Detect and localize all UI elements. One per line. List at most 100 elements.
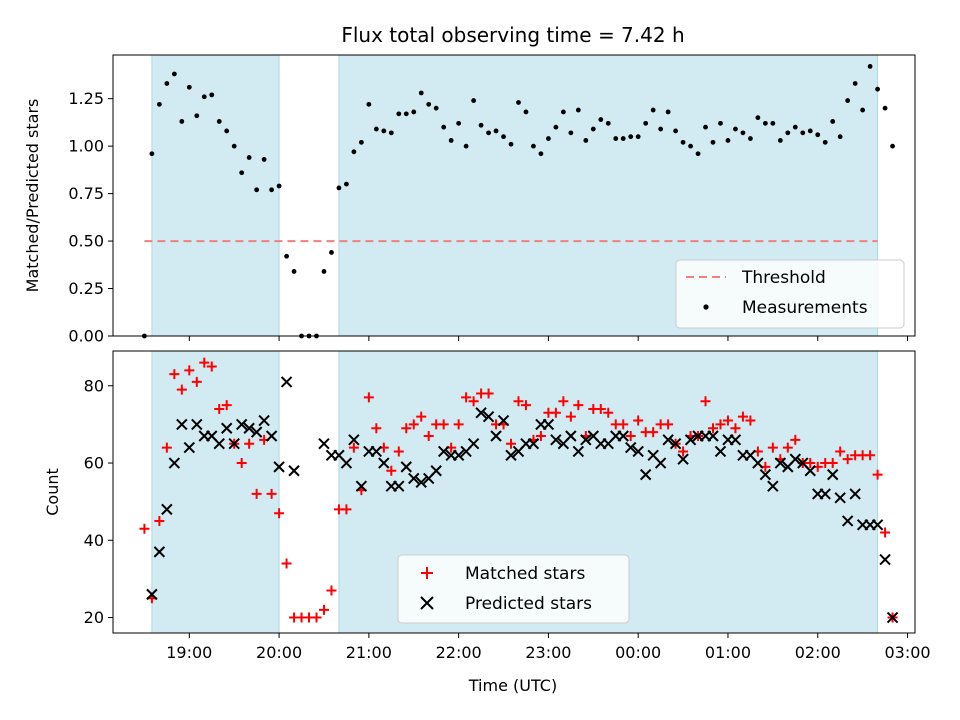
measurement-point xyxy=(209,92,215,98)
predicted-star-point xyxy=(774,457,787,469)
measurement-point xyxy=(830,119,836,124)
matched-star-point xyxy=(730,423,741,434)
matched-star-point xyxy=(401,423,412,434)
measurement-point xyxy=(538,151,544,157)
measurement-point xyxy=(807,128,813,134)
predicted-star-point xyxy=(273,461,285,473)
matched-star-point xyxy=(363,392,374,403)
measurement-point xyxy=(822,139,828,145)
legend-box xyxy=(397,554,630,624)
measurement-point xyxy=(284,253,289,259)
measurement-point xyxy=(276,183,282,189)
predicted-star-point xyxy=(153,546,166,558)
measurement-point xyxy=(246,155,252,160)
x-tick-label: 01:00 xyxy=(705,643,751,662)
measurement-point xyxy=(329,250,334,255)
matched-star-point xyxy=(558,396,569,407)
measurement-point xyxy=(411,109,417,115)
predicted-star-point xyxy=(767,480,779,492)
predicted-star-point xyxy=(804,465,816,477)
predicted-star-point xyxy=(542,418,555,431)
y-tick-label: 0.50 xyxy=(68,232,104,251)
matched-star-point xyxy=(513,396,524,407)
predicted-star-point xyxy=(841,515,854,527)
measurement-point xyxy=(269,187,275,193)
measurement-point xyxy=(650,107,656,113)
legend-matched-label: Matched stars xyxy=(465,564,585,584)
measurement-point xyxy=(546,136,551,141)
measurement-point xyxy=(471,98,477,103)
matched-star-point xyxy=(461,392,472,403)
predicted-star-point xyxy=(161,503,173,516)
measurement-point xyxy=(381,128,387,134)
predicted-star-point xyxy=(654,457,667,469)
measurement-point xyxy=(493,128,499,134)
predicted-star-point xyxy=(243,422,255,434)
predicted-star-point xyxy=(146,588,158,601)
x-tick-label: 20:00 xyxy=(256,643,302,662)
legend-predicted-swatch xyxy=(420,596,434,610)
predicted-star-point xyxy=(213,438,225,450)
legend-matched-swatch xyxy=(421,567,433,579)
predicted-star-point xyxy=(669,438,682,450)
matched-star-point xyxy=(648,427,659,438)
matched-star-point xyxy=(595,403,606,414)
legend-box xyxy=(675,259,905,329)
predicted-star-point xyxy=(826,468,839,481)
matched-star-point xyxy=(438,419,449,430)
matched-star-point xyxy=(835,446,846,457)
matched-star-point xyxy=(535,430,546,441)
matched-star-point xyxy=(573,400,584,411)
y-tick-label: 1.25 xyxy=(68,89,104,108)
measurement-point xyxy=(501,134,506,140)
y-axis-label: Matched/Predicted stars xyxy=(23,99,42,293)
measurement-point xyxy=(658,126,664,132)
predicted-star-point xyxy=(348,434,360,446)
predicted-star-point xyxy=(662,434,674,446)
measurement-point xyxy=(358,139,364,145)
predicted-star-point xyxy=(789,453,802,465)
predicted-star-point xyxy=(318,438,330,450)
matched-star-point xyxy=(206,361,217,372)
predicted-star-point xyxy=(280,376,293,388)
measurement-point xyxy=(568,130,574,136)
predicted-star-point xyxy=(482,410,495,423)
matched-star-point xyxy=(625,430,636,441)
chart-title: Flux total observing time = 7.42 h xyxy=(341,23,684,47)
measurement-point xyxy=(583,138,589,143)
measurement-point xyxy=(523,109,529,115)
measurement-point xyxy=(508,141,514,147)
measurement-point xyxy=(860,107,866,113)
matched-star-point xyxy=(371,423,382,434)
matched-star-point xyxy=(715,419,726,430)
predicted-star-point xyxy=(684,434,697,446)
measurement-point xyxy=(433,105,439,111)
axes-frame xyxy=(112,54,916,337)
predicted-star-point xyxy=(400,461,412,473)
measurement-point xyxy=(403,111,409,117)
measurement-point xyxy=(254,187,260,193)
x-tick-label: 19:00 xyxy=(166,643,212,662)
measurement-point xyxy=(748,136,753,141)
measurement-point xyxy=(867,63,873,69)
predicted-star-point xyxy=(632,445,644,458)
count-panel: 20 40 60 80 19:00 20:00 21:00 22:00 23:00 00:00 01… xyxy=(43,350,931,662)
matched-star-point xyxy=(214,403,225,414)
y-tick-label: 80 xyxy=(84,376,104,395)
measurement-point xyxy=(770,120,776,126)
matched-star-point xyxy=(184,365,195,376)
predicted-star-point xyxy=(467,438,480,450)
y-tick-label: 60 xyxy=(84,454,104,473)
predicted-star-point xyxy=(393,480,405,492)
measurement-point xyxy=(740,130,746,136)
matched-star-point xyxy=(423,430,434,441)
predicted-star-point xyxy=(490,430,502,442)
x-tick-label: 22:00 xyxy=(436,643,482,662)
measurement-point xyxy=(186,84,192,90)
predicted-star-point xyxy=(849,488,861,500)
measurement-point xyxy=(179,119,185,124)
matched-star-point xyxy=(453,419,464,430)
predicted-star-point xyxy=(879,553,891,566)
matched-star-point xyxy=(865,450,876,461)
measurement-point xyxy=(598,117,604,122)
